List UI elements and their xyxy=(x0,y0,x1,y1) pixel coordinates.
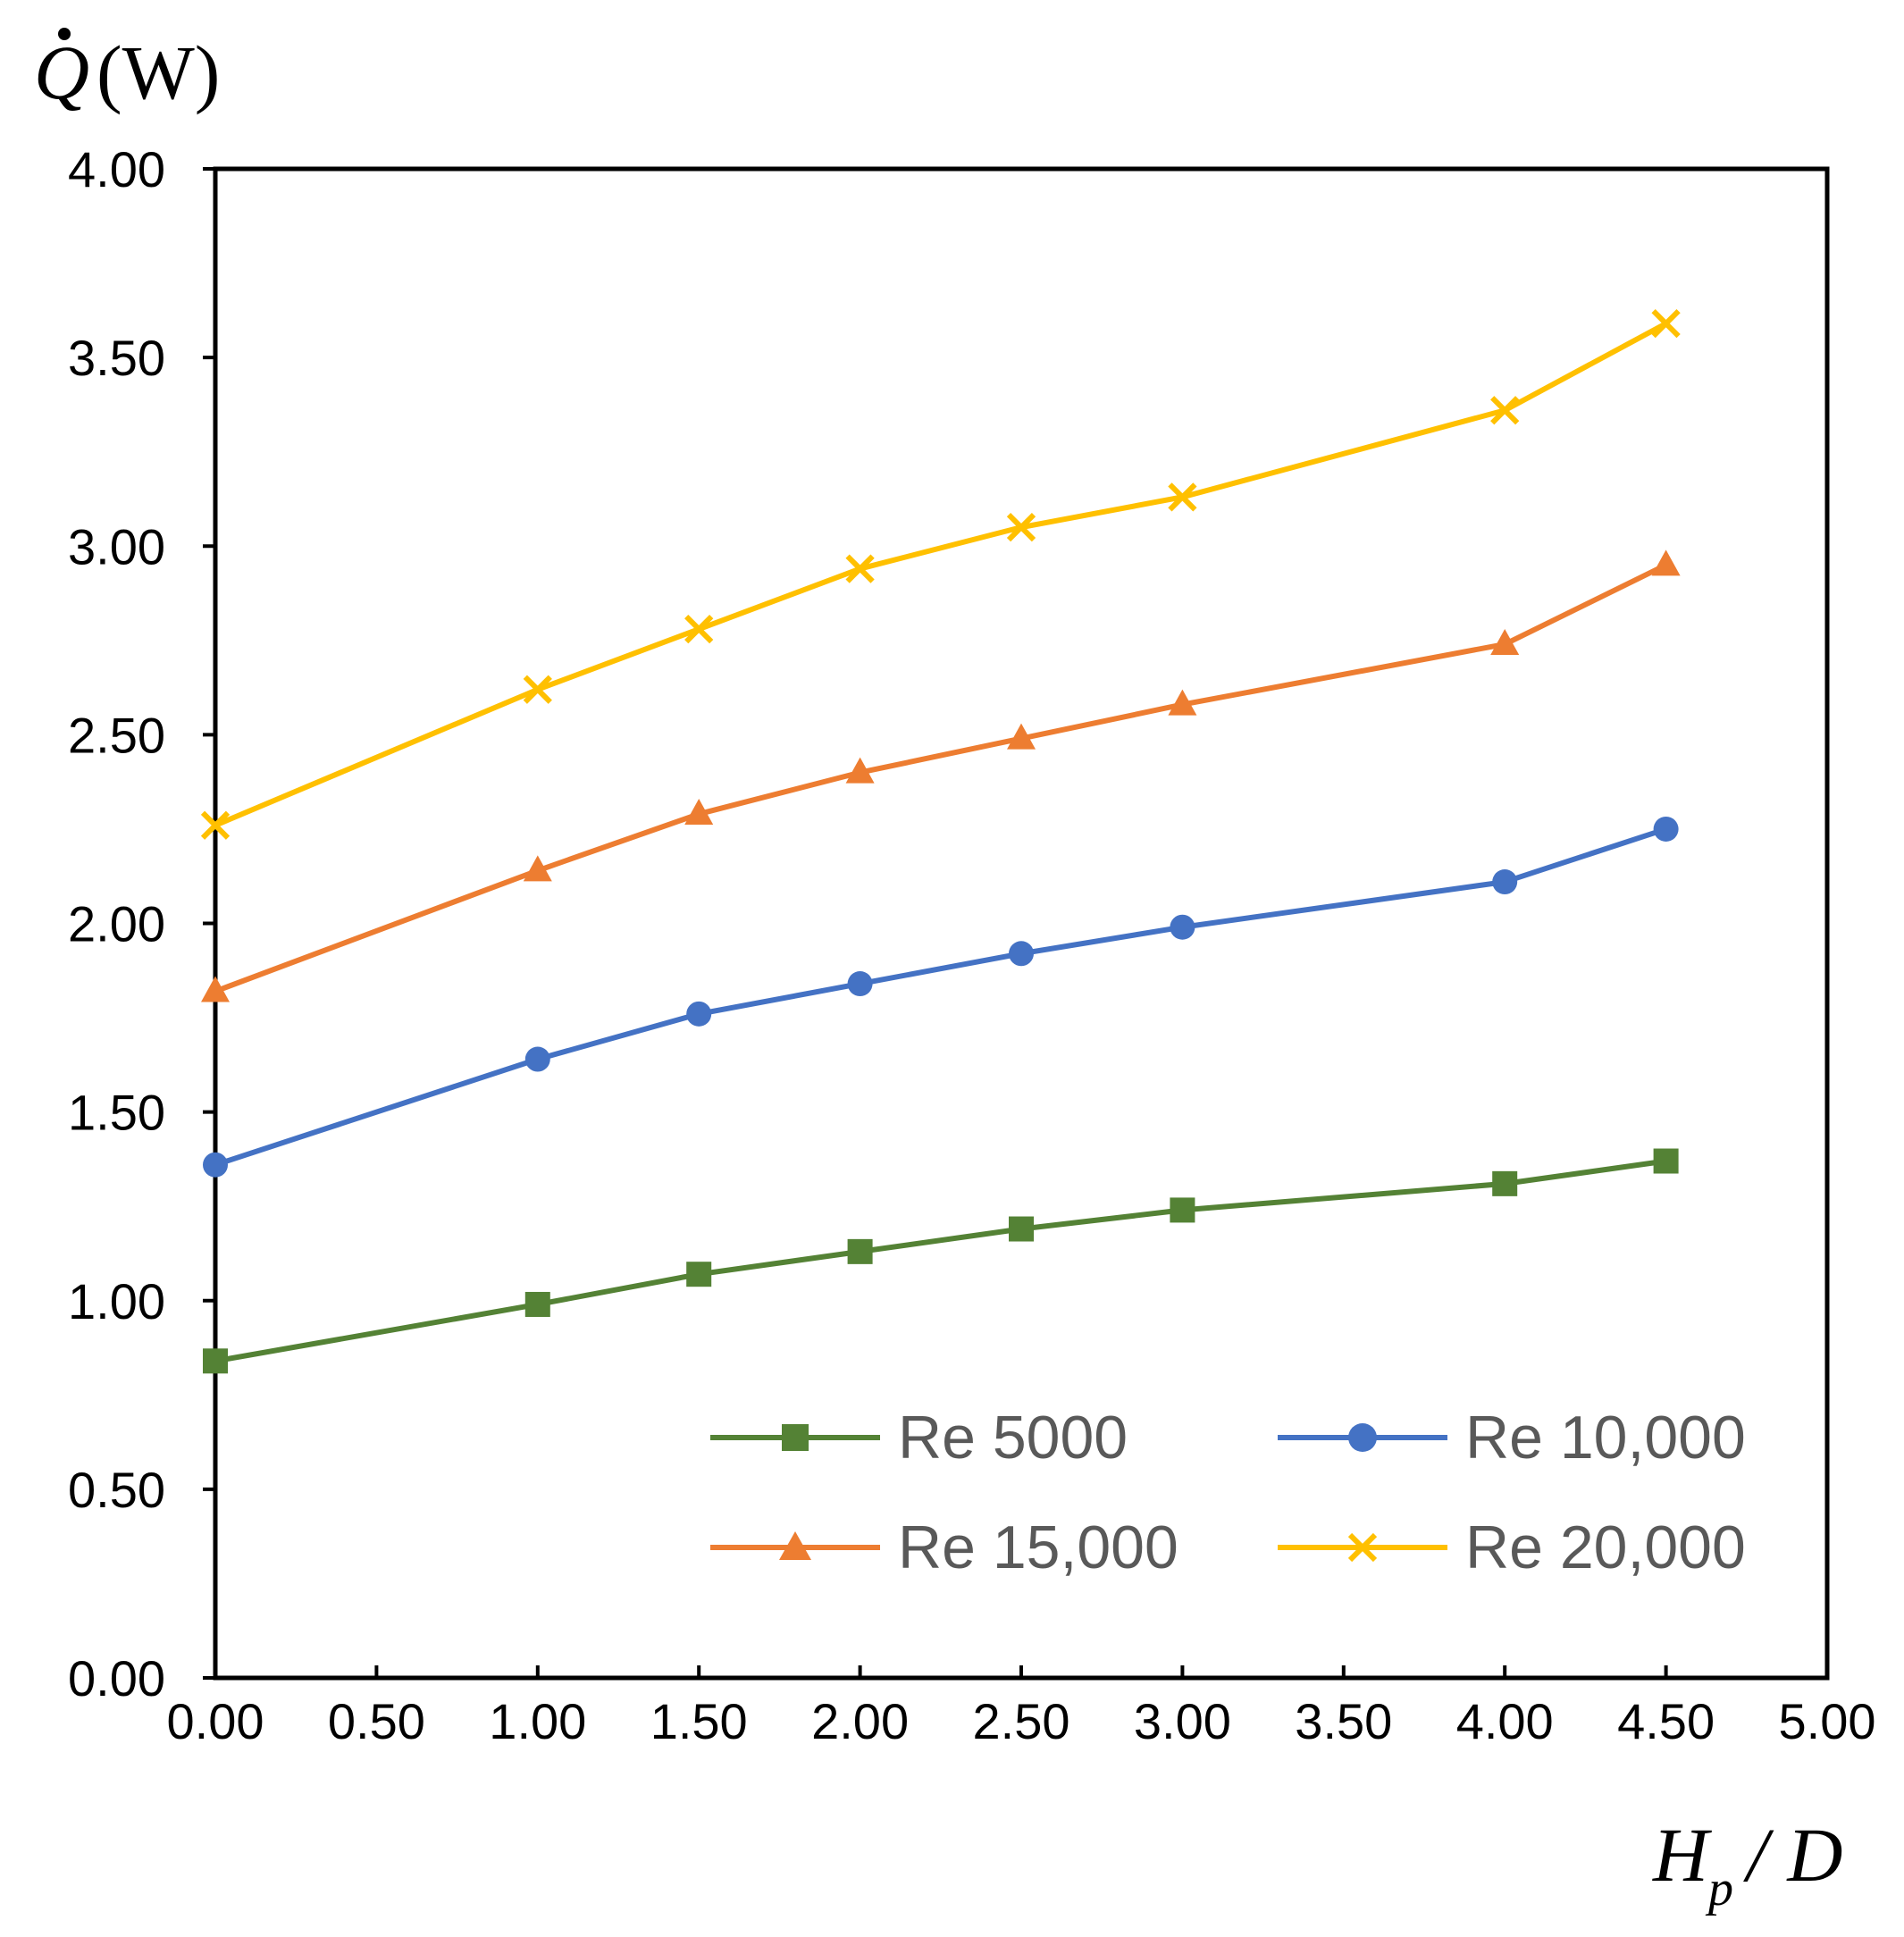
x-axis-rest: / D xyxy=(1743,1812,1843,1898)
data-point-re-5000 xyxy=(1492,1170,1518,1196)
legend: Re 5000 Re 10,000 Re 15,000 Re 20,000 xyxy=(710,1404,1746,1581)
y-tick-label: 1.00 xyxy=(68,1273,165,1329)
legend-marker-circle xyxy=(1348,1423,1377,1452)
legend-label-re-5000: Re 5000 xyxy=(898,1404,1128,1472)
legend-label-re-15000: Re 15,000 xyxy=(898,1514,1178,1581)
y-axis-unit: (W) xyxy=(96,29,220,115)
data-point-re-5000 xyxy=(1009,1216,1034,1242)
legend-marker-triangle xyxy=(779,1531,811,1560)
legend-entry-re-5000: Re 5000 xyxy=(710,1404,1128,1472)
x-marker-stroke xyxy=(523,675,552,704)
data-point-re-15-000 xyxy=(1007,723,1036,750)
x-axis-title: H p / D xyxy=(1652,1812,1843,1916)
data-point-re-20-000 xyxy=(1168,482,1197,512)
x-marker-stroke xyxy=(1651,309,1681,339)
series-line-re-15-000 xyxy=(214,562,1667,994)
y-axis-ticks: 0.00 0.50 1.00 1.50 2.00 2.50 3.00 3.50 4.00 xyxy=(68,141,215,1706)
data-point-re-10-000 xyxy=(1653,816,1679,842)
data-point-re-10-000 xyxy=(1492,869,1518,895)
data-point-re-10-000 xyxy=(1009,941,1034,967)
data-point-re-15-000 xyxy=(1168,689,1197,716)
y-axis-title: Q (W) xyxy=(34,28,220,115)
x-tick-label: 2.00 xyxy=(811,1693,909,1749)
y-tick-label: 3.00 xyxy=(68,518,165,574)
data-point-re-15-000 xyxy=(684,799,714,826)
x-tick-label: 4.50 xyxy=(1617,1693,1715,1749)
y-tick-label: 1.50 xyxy=(68,1085,165,1141)
data-point-re-15-000 xyxy=(1651,549,1681,576)
data-point-re-10-000 xyxy=(203,1152,228,1178)
data-point-re-15-000 xyxy=(523,855,552,882)
data-point-re-20-000 xyxy=(523,675,552,704)
data-point-re-10-000 xyxy=(1170,914,1195,940)
y-axis-symbol: Q xyxy=(34,29,89,115)
x-tick-label: 2.50 xyxy=(973,1693,1070,1749)
data-point-re-15-000 xyxy=(1490,629,1520,656)
legend-marker-x xyxy=(1347,1532,1378,1563)
y-tick-label: 4.00 xyxy=(68,141,165,197)
legend-marker-square xyxy=(782,1424,809,1451)
x-tick-label: 1.00 xyxy=(489,1693,586,1749)
legend-entry-re-20000: Re 20,000 xyxy=(1278,1514,1746,1581)
data-point-re-5000 xyxy=(524,1291,550,1317)
data-point-re-15-000 xyxy=(201,976,230,1002)
legend-label-re-10000: Re 10,000 xyxy=(1465,1404,1746,1472)
data-point-re-5000 xyxy=(1653,1148,1679,1174)
x-tick-label: 5.00 xyxy=(1779,1693,1876,1749)
y-tick-label: 0.00 xyxy=(68,1650,165,1706)
x-marker-stroke xyxy=(1168,482,1197,512)
y-tick-label: 0.50 xyxy=(68,1462,165,1518)
x-tick-label: 3.50 xyxy=(1295,1693,1392,1749)
data-point-re-10-000 xyxy=(847,971,873,997)
x-axis-subscript: p xyxy=(1705,1861,1733,1916)
data-point-re-10-000 xyxy=(686,1001,712,1027)
data-point-re-20-000 xyxy=(200,810,231,840)
data-point-re-10-000 xyxy=(524,1046,550,1072)
x-axis-ticks: 0.00 0.50 1.00 1.50 2.00 2.50 3.00 3.50 4.00 4.50… xyxy=(167,1665,1876,1749)
data-point-re-20-000 xyxy=(1651,309,1681,339)
data-point-re-5000 xyxy=(1170,1197,1195,1223)
data-point-re-20-000 xyxy=(1490,396,1520,425)
x-marker-stroke xyxy=(684,615,714,644)
y-tick-label: 3.50 xyxy=(68,330,165,386)
legend-entry-re-15000: Re 15,000 xyxy=(710,1514,1178,1581)
y-axis-dot-accent xyxy=(58,28,71,40)
legend-label-re-20000: Re 20,000 xyxy=(1465,1514,1746,1581)
data-point-re-5000 xyxy=(686,1262,712,1287)
series-line-re-5000 xyxy=(214,1158,1667,1364)
data-point-re-20-000 xyxy=(1006,513,1036,542)
data-point-re-5000 xyxy=(203,1348,228,1374)
y-tick-label: 2.50 xyxy=(68,707,165,763)
x-tick-label: 0.00 xyxy=(167,1693,264,1749)
series-line-re-10-000 xyxy=(214,826,1667,1168)
data-point-re-15-000 xyxy=(845,757,875,784)
x-marker-stroke xyxy=(200,810,231,840)
legend-entry-re-10000: Re 10,000 xyxy=(1278,1404,1746,1472)
series-line-re-20-000 xyxy=(214,321,1668,828)
x-axis-symbol: H xyxy=(1652,1812,1712,1898)
x-tick-label: 1.50 xyxy=(650,1693,748,1749)
x-tick-label: 4.00 xyxy=(1456,1693,1554,1749)
data-point-re-20-000 xyxy=(845,554,875,583)
x-marker-stroke xyxy=(1490,396,1520,425)
x-marker-stroke xyxy=(1006,513,1036,542)
data-point-re-5000 xyxy=(847,1238,873,1264)
x-tick-label: 3.00 xyxy=(1134,1693,1231,1749)
series-layer xyxy=(200,309,1681,1374)
data-point-re-20-000 xyxy=(684,615,714,644)
x-tick-label: 0.50 xyxy=(328,1693,425,1749)
y-tick-label: 2.00 xyxy=(68,896,165,952)
x-marker-stroke xyxy=(845,554,875,583)
